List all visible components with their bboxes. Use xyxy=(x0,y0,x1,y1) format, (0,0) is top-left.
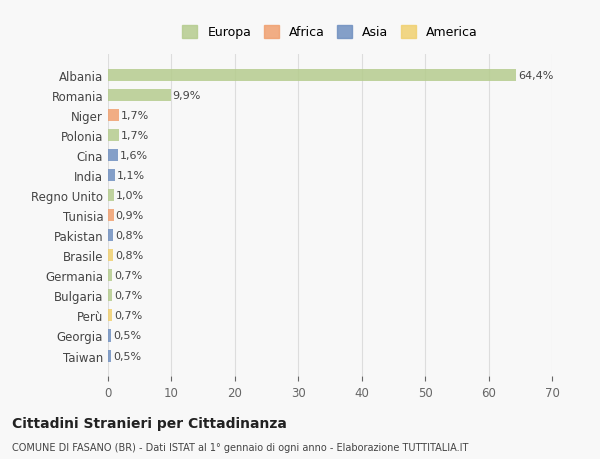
Bar xyxy=(108,190,115,202)
Text: 0,9%: 0,9% xyxy=(116,211,144,221)
Bar xyxy=(108,290,112,302)
Bar xyxy=(108,110,119,122)
Bar xyxy=(108,330,111,342)
Text: 9,9%: 9,9% xyxy=(173,91,201,101)
Bar xyxy=(108,310,112,322)
Text: 0,8%: 0,8% xyxy=(115,231,143,241)
Bar xyxy=(108,250,113,262)
Bar xyxy=(108,210,114,222)
Text: 1,0%: 1,0% xyxy=(116,191,145,201)
Bar xyxy=(108,70,517,82)
Text: 0,7%: 0,7% xyxy=(115,271,143,281)
Text: 0,7%: 0,7% xyxy=(115,291,143,301)
Text: 64,4%: 64,4% xyxy=(518,71,554,81)
Text: 1,7%: 1,7% xyxy=(121,131,149,141)
Bar xyxy=(108,230,113,242)
Text: 0,5%: 0,5% xyxy=(113,331,141,341)
Bar xyxy=(108,130,119,142)
Text: 1,6%: 1,6% xyxy=(120,151,148,161)
Text: 1,1%: 1,1% xyxy=(117,171,145,181)
Bar xyxy=(108,150,118,162)
Text: 0,5%: 0,5% xyxy=(113,351,141,361)
Legend: Europa, Africa, Asia, America: Europa, Africa, Asia, America xyxy=(176,20,484,45)
Text: 1,7%: 1,7% xyxy=(121,111,149,121)
Bar xyxy=(108,90,171,102)
Text: 0,7%: 0,7% xyxy=(115,311,143,321)
Bar xyxy=(108,350,111,362)
Text: COMUNE DI FASANO (BR) - Dati ISTAT al 1° gennaio di ogni anno - Elaborazione TUT: COMUNE DI FASANO (BR) - Dati ISTAT al 1°… xyxy=(12,442,469,452)
Text: Cittadini Stranieri per Cittadinanza: Cittadini Stranieri per Cittadinanza xyxy=(12,416,287,430)
Bar xyxy=(108,170,115,182)
Bar xyxy=(108,270,112,282)
Text: 0,8%: 0,8% xyxy=(115,251,143,261)
